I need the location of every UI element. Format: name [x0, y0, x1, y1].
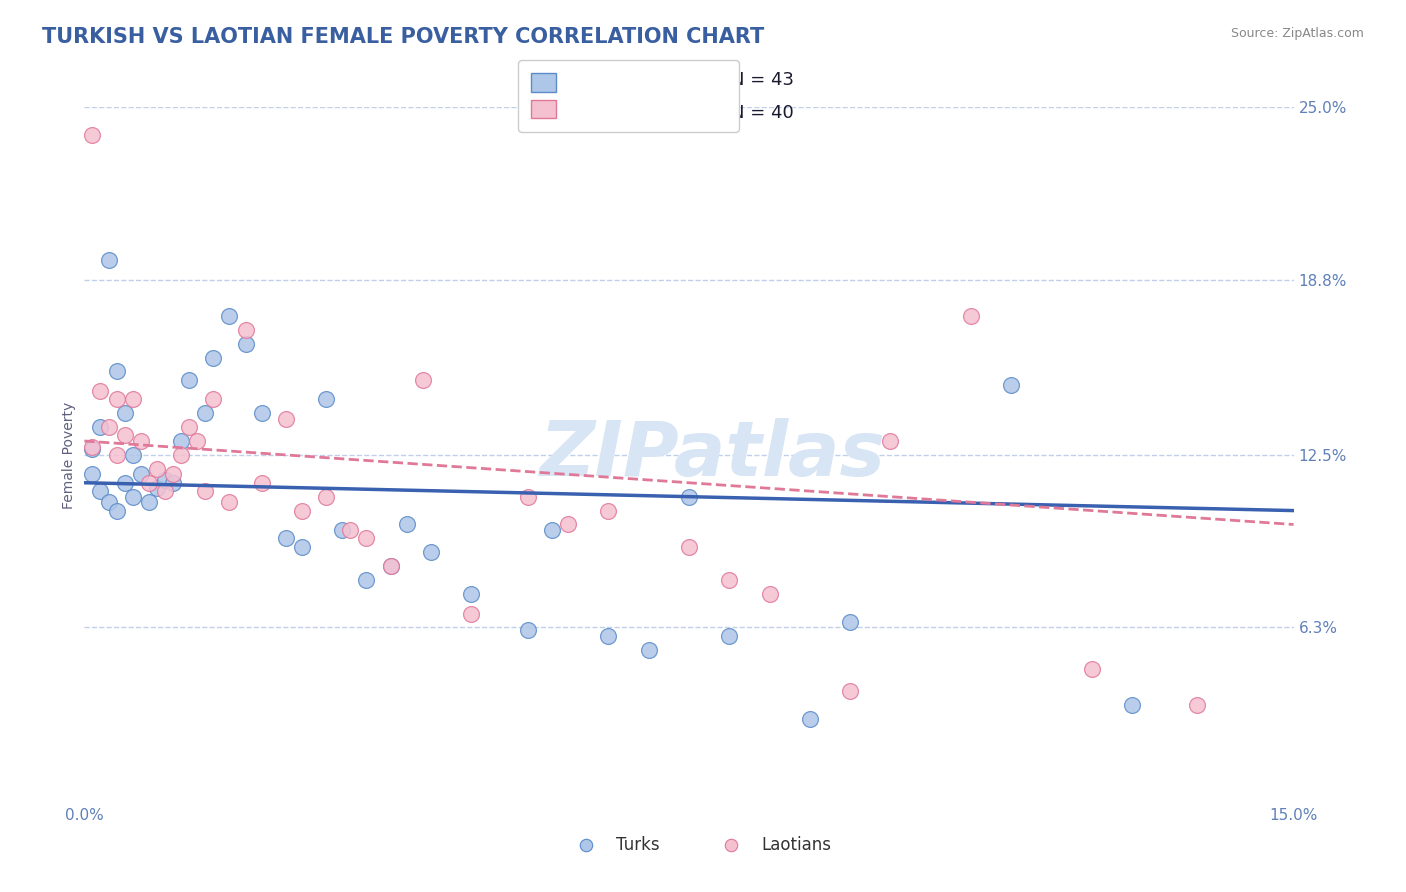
Point: [89, 384, 111, 398]
Text: R =: R =: [612, 104, 645, 122]
Point: [170, 448, 193, 462]
Point: [97, 420, 120, 434]
Point: [202, 392, 225, 407]
Point: [799, 712, 821, 726]
Point: [121, 448, 143, 462]
Point: [235, 323, 257, 337]
Point: [218, 309, 240, 323]
Point: [718, 573, 741, 587]
Point: [194, 406, 217, 420]
Point: [315, 490, 337, 504]
Point: [82, 128, 104, 142]
Point: [839, 684, 862, 698]
Point: [89, 484, 111, 499]
Text: Turks: Turks: [616, 836, 659, 854]
Point: [1185, 698, 1208, 713]
Point: [637, 642, 659, 657]
Point: [170, 434, 193, 448]
Point: [395, 517, 418, 532]
Point: [250, 475, 273, 490]
Point: [1000, 378, 1022, 392]
Point: [598, 629, 620, 643]
Point: [380, 559, 402, 574]
Text: Laotians: Laotians: [762, 836, 831, 854]
Point: [114, 428, 136, 442]
Point: [460, 607, 482, 621]
Point: [129, 434, 152, 448]
Point: [105, 392, 128, 407]
Point: [97, 253, 120, 268]
Point: [420, 545, 443, 559]
Point: [718, 629, 741, 643]
Legend:                            ,                            : ,: [519, 61, 738, 132]
Point: [541, 523, 564, 537]
Text: N = 43: N = 43: [731, 71, 794, 89]
Point: [516, 624, 538, 638]
Point: [138, 475, 160, 490]
Point: [291, 540, 314, 554]
Point: [879, 434, 901, 448]
Point: [194, 484, 217, 499]
Point: [758, 587, 780, 601]
Point: [105, 364, 128, 378]
Point: [1081, 662, 1104, 676]
Point: [121, 490, 143, 504]
Point: [291, 503, 314, 517]
Point: [82, 442, 104, 457]
Y-axis label: Female Poverty: Female Poverty: [62, 401, 76, 508]
Point: [97, 495, 120, 509]
Point: [274, 532, 297, 546]
Text: -0.103: -0.103: [644, 104, 714, 122]
Point: [839, 615, 862, 629]
Point: [82, 440, 104, 454]
Point: [105, 503, 128, 517]
Text: Source: ZipAtlas.com: Source: ZipAtlas.com: [1230, 27, 1364, 40]
Point: [412, 373, 434, 387]
Point: [598, 503, 620, 517]
Text: R =: R =: [612, 71, 645, 89]
Point: [315, 392, 337, 407]
Point: [678, 490, 700, 504]
Point: [557, 517, 579, 532]
Point: [129, 467, 152, 482]
Point: [516, 490, 538, 504]
Point: [153, 484, 176, 499]
Point: [330, 523, 353, 537]
Point: [146, 481, 169, 495]
Point: [356, 573, 378, 587]
Text: ZIPatlas: ZIPatlas: [540, 418, 886, 491]
Text: N = 40: N = 40: [731, 104, 794, 122]
Point: [114, 406, 136, 420]
Point: [89, 420, 111, 434]
Point: [82, 467, 104, 482]
Point: [1121, 698, 1143, 713]
Point: [162, 475, 184, 490]
Point: [380, 559, 402, 574]
Point: [960, 309, 983, 323]
Point: [250, 406, 273, 420]
Point: [202, 351, 225, 365]
Point: [186, 434, 208, 448]
Point: [179, 373, 201, 387]
Text: -0.052: -0.052: [644, 71, 714, 89]
Text: TURKISH VS LAOTIAN FEMALE POVERTY CORRELATION CHART: TURKISH VS LAOTIAN FEMALE POVERTY CORREL…: [42, 27, 765, 46]
Point: [274, 411, 297, 425]
Point: [460, 587, 482, 601]
Point: [235, 336, 257, 351]
Point: [339, 523, 361, 537]
Point: [105, 448, 128, 462]
Point: [356, 532, 378, 546]
Point: [114, 475, 136, 490]
Point: [218, 495, 240, 509]
Point: [678, 540, 700, 554]
Point: [121, 392, 143, 407]
Point: [138, 495, 160, 509]
Point: [162, 467, 184, 482]
Point: [179, 420, 201, 434]
Point: [153, 473, 176, 487]
Point: [146, 462, 169, 476]
